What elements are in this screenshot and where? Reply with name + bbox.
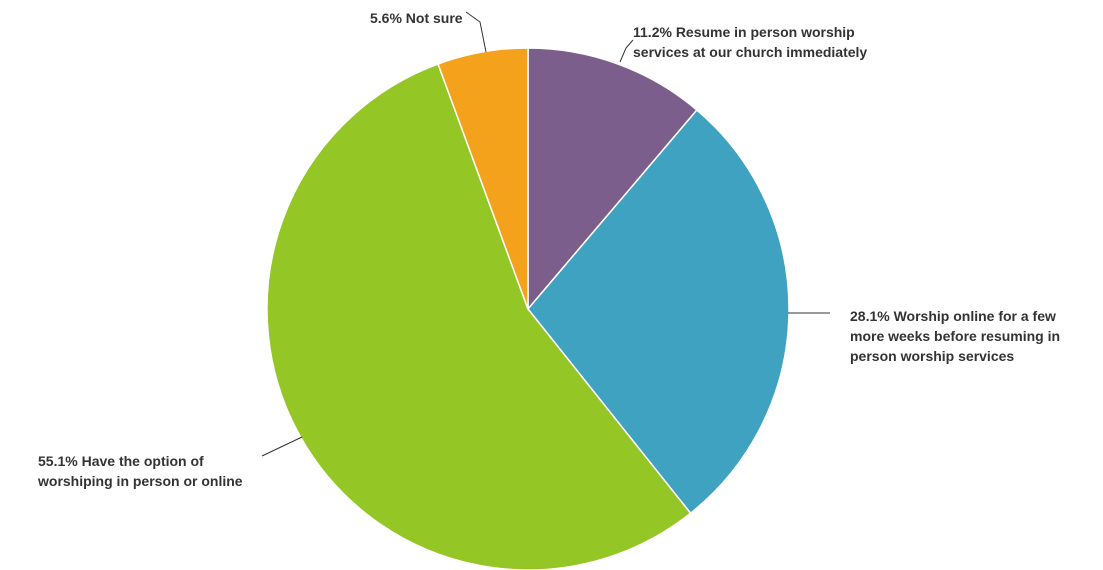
slice-label-line: worshiping in person or online [37, 473, 243, 489]
slice-label-line: 5.6% Not sure [370, 10, 463, 26]
leader-line-4 [465, 11, 487, 53]
pie-slice-3 [266, 63, 692, 570]
slice-label-line: 55.1% Have the option of [38, 453, 204, 469]
slice-label-4: 5.6% Not sure [370, 10, 463, 26]
slice-label-3: 55.1% Have the option of worshiping in pe… [37, 453, 243, 489]
leader-line-1 [619, 39, 634, 63]
slice-label-1: 11.2% Resume in person worship services a… [633, 24, 867, 60]
leader-line-3 [261, 436, 303, 457]
slice-label-line: person worship services [850, 348, 1014, 364]
slice-label-2: 28.1% Worship online for a few more weeks… [850, 308, 1060, 364]
slice-label-line: more weeks before resuming in [850, 328, 1060, 344]
slice-labels: 11.2% Resume in person worship services a… [37, 10, 1060, 489]
pie-slices [266, 47, 790, 570]
slice-label-line: 28.1% Worship online for a few [850, 308, 1056, 324]
pie-slice-4 [437, 47, 529, 310]
slice-label-line: 11.2% Resume in person worship [633, 24, 855, 40]
leader-lines [261, 11, 830, 457]
slice-label-line: services at our church immediately [633, 44, 867, 60]
pie-slice-1 [527, 47, 698, 312]
